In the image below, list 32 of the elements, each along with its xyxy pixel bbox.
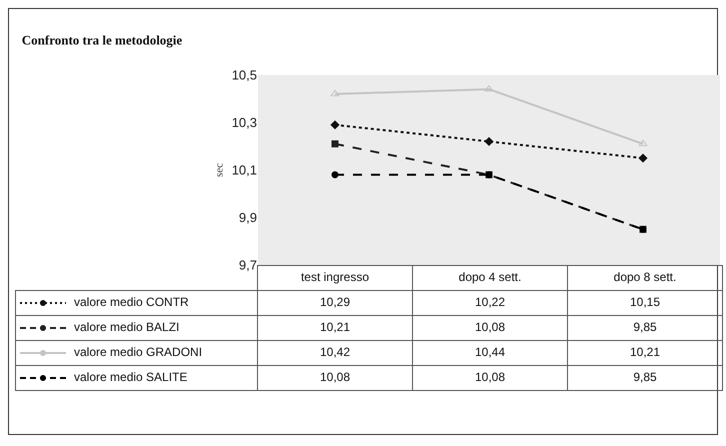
y-tick-label: 9,7 (238, 258, 257, 273)
point (330, 120, 340, 130)
point (638, 154, 648, 163)
x-tick-label: dopo 8 sett. (568, 266, 722, 290)
point (332, 171, 338, 178)
data-label: 10,42 (258, 340, 412, 366)
point (484, 136, 494, 146)
point (332, 140, 338, 148)
data-label: 10,22 (412, 290, 568, 316)
y-tick-label: 10,5 (232, 68, 257, 83)
y-axis-title: sec (213, 162, 226, 178)
data-label: 9,85 (568, 366, 722, 390)
point (638, 140, 648, 146)
data-label: 10,08 (258, 366, 412, 390)
data-label: 10,08 (412, 366, 568, 390)
data-label: 10,21 (258, 316, 412, 340)
x-tick-label: test ingresso (258, 266, 412, 290)
text: Confronto tra le metodologie (22, 32, 182, 48)
y-tick-label: 10,3 (232, 115, 257, 130)
x-tick-label: dopo 4 sett. (412, 266, 568, 290)
y-tick-label: 10,1 (232, 162, 257, 178)
legend-label: valore medio CONTR (74, 295, 189, 309)
legend-label: valore medio BALZI (74, 320, 180, 334)
legend-label: valore medio SALITE (74, 370, 188, 384)
data-label: 9,85 (568, 316, 722, 340)
data-label: 10,21 (568, 340, 722, 366)
data-label: 10,15 (568, 290, 722, 316)
data-label: 10,44 (412, 340, 568, 366)
data-label: 10,08 (412, 316, 568, 340)
y-tick-label: 9,9 (238, 210, 257, 226)
legend-label: valore medio GRADONI (74, 345, 202, 359)
data-label: 10,29 (258, 290, 412, 316)
